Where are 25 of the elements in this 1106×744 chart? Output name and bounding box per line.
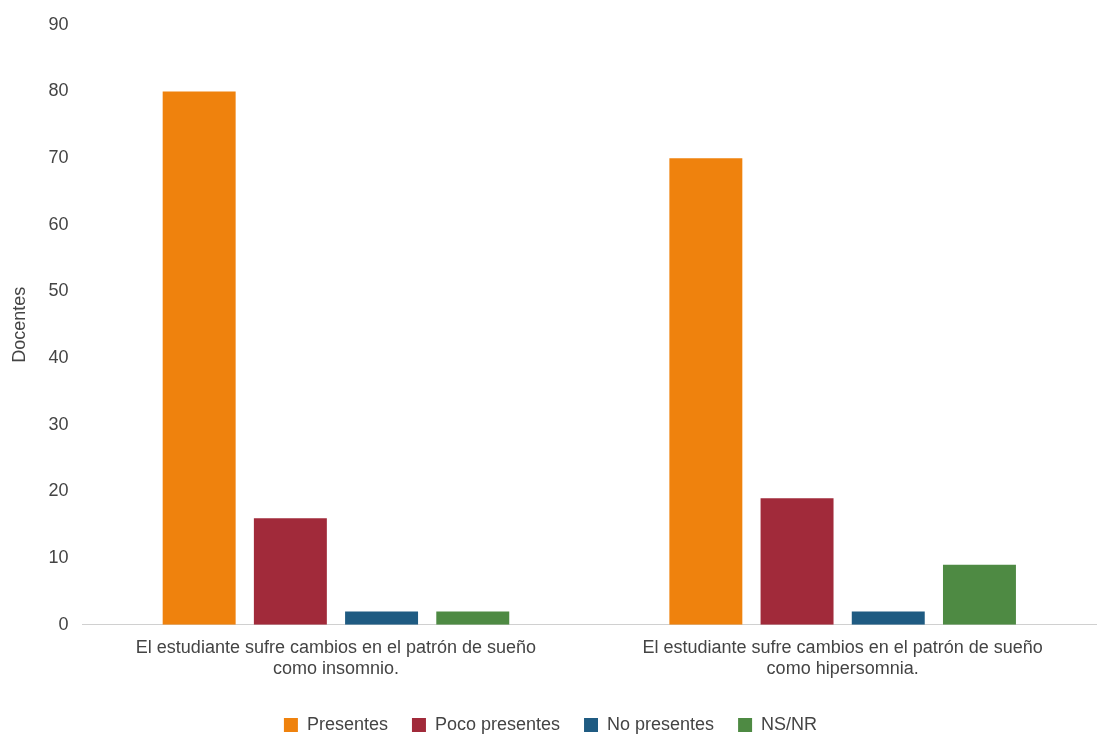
y-axis-title: Docentes xyxy=(8,286,29,363)
y-tick-label: 40 xyxy=(48,347,69,368)
y-tick-label: 20 xyxy=(48,480,69,501)
legend-label: No presentes xyxy=(607,713,715,734)
y-tick-label: 10 xyxy=(48,547,69,568)
legend-label: Presentes xyxy=(306,713,388,734)
bar xyxy=(162,91,236,625)
bar xyxy=(345,611,419,625)
x-tick-label: El estudiante sufre cambios en el patrón de sueño como insomnio. xyxy=(135,636,537,679)
legend-label: Poco presentes xyxy=(434,713,561,734)
bar xyxy=(851,611,925,625)
y-tick-label: 90 xyxy=(48,13,69,34)
y-tick-label: 80 xyxy=(48,80,69,101)
x-tick-label: El estudiante sufre cambios en el patrón de sueño como hipersomnia. xyxy=(642,636,1043,679)
y-tick-label: 70 xyxy=(48,147,69,168)
y-tick-label: 50 xyxy=(48,280,69,301)
bar xyxy=(253,518,327,625)
legend-label: NS/NR xyxy=(761,713,818,734)
bar xyxy=(942,564,1016,625)
bar xyxy=(760,498,834,625)
y-tick-label: 60 xyxy=(48,213,69,234)
y-tick-label: 30 xyxy=(48,413,69,434)
bar xyxy=(669,158,743,625)
bar xyxy=(436,611,510,625)
y-tick-label: 0 xyxy=(58,613,69,634)
